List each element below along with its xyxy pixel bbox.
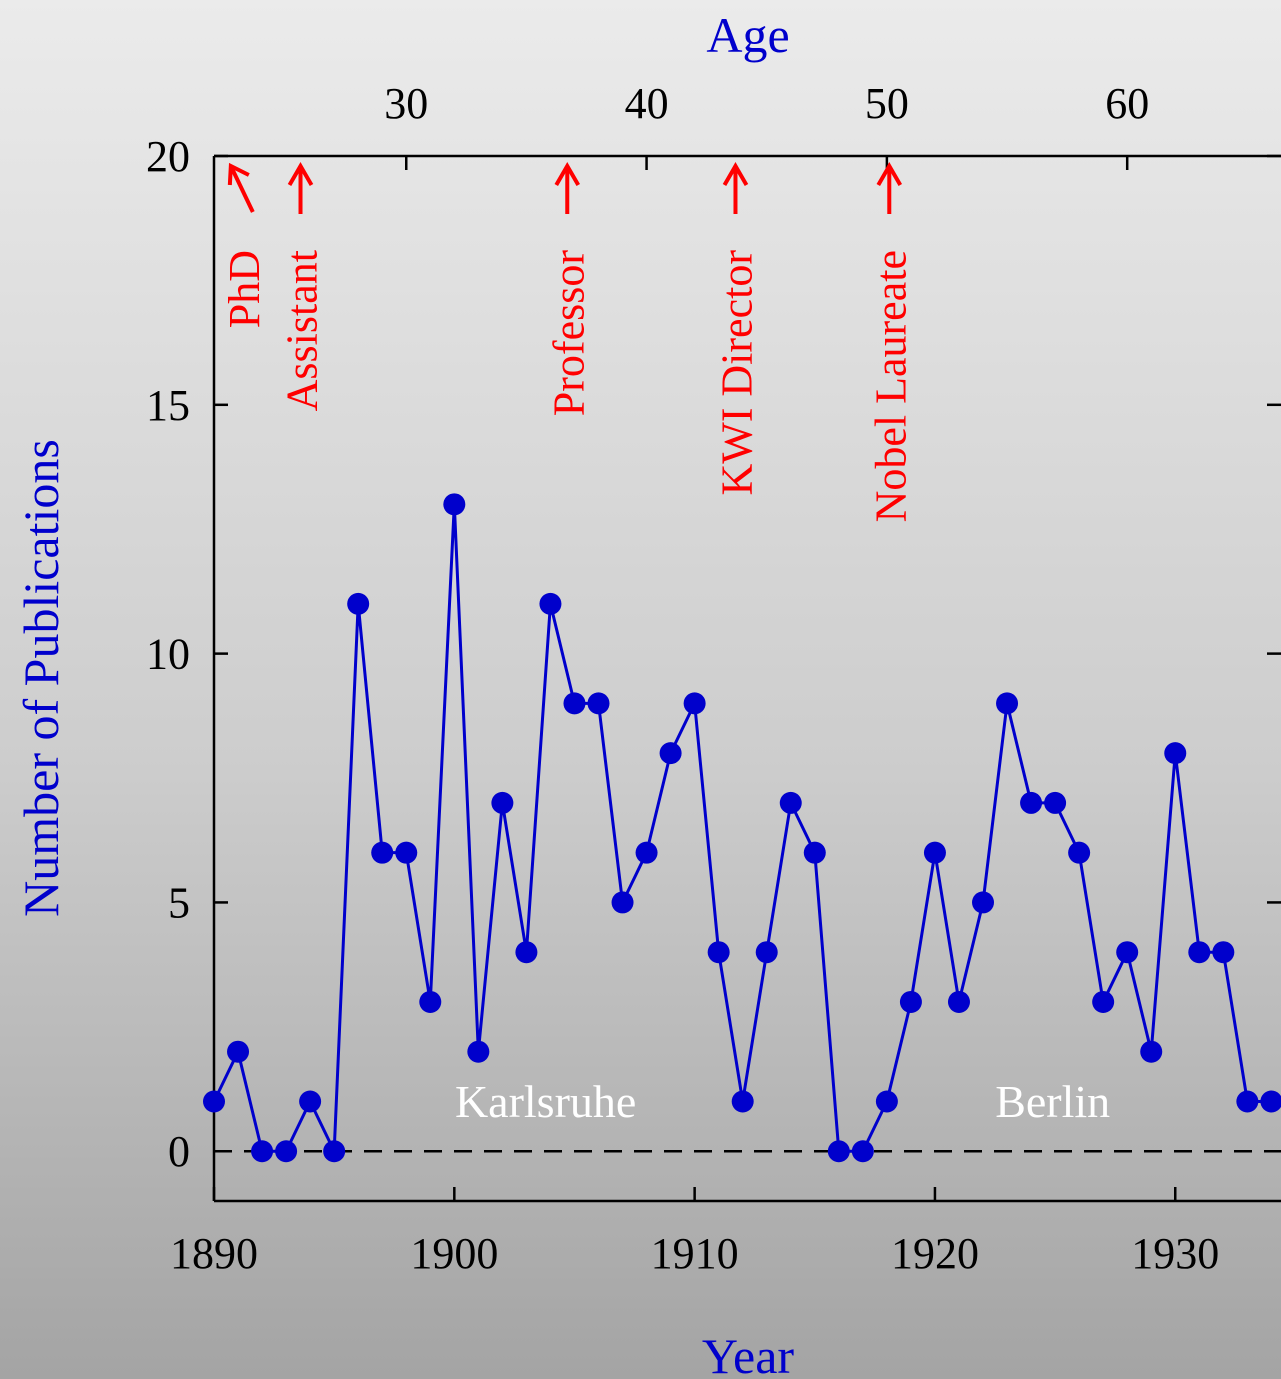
data-point — [827, 1140, 850, 1163]
data-point — [203, 1090, 225, 1113]
event-label: KWI Director — [712, 250, 761, 496]
x2-axis-title: Age — [706, 7, 789, 63]
data-point — [803, 841, 826, 864]
data-point — [611, 891, 634, 914]
x-tick-label: 1890 — [170, 1229, 258, 1278]
data-point — [1188, 941, 1211, 964]
data-point — [347, 592, 370, 615]
data-point — [515, 941, 538, 964]
data-point — [395, 841, 418, 864]
location-labels: Karlsruhe Berlin — [455, 1076, 1110, 1127]
data-point — [251, 1140, 274, 1163]
event-arrow-head — [554, 162, 580, 187]
event-label: Assistant — [278, 250, 327, 411]
axis-titles: Age Year Number of Publications — [13, 7, 794, 1379]
axis-ticks — [212, 154, 1281, 1201]
data-point — [1068, 841, 1091, 864]
data-point — [1116, 941, 1139, 964]
region-label: Karlsruhe — [455, 1076, 636, 1127]
data-point — [419, 990, 442, 1013]
x2-tick-label: 40 — [625, 79, 669, 128]
data-point — [779, 791, 802, 814]
data-point — [972, 891, 995, 914]
y-tick-label: 0 — [168, 1127, 190, 1176]
data-point — [1212, 941, 1235, 964]
event-arrow-head — [722, 162, 749, 187]
data-point — [923, 841, 946, 864]
event-label: PhD — [220, 250, 269, 328]
event-label: Nobel Laureate — [866, 250, 915, 522]
data-point — [755, 941, 778, 964]
data-point — [1092, 990, 1115, 1013]
data-point — [707, 941, 730, 964]
data-point — [299, 1090, 322, 1113]
x2-tick-label: 50 — [865, 79, 909, 128]
event-arrow-head — [287, 162, 314, 187]
data-point — [659, 742, 682, 765]
career-annotations: PhD Assistant Professor KWI Director Nobel L… — [220, 162, 915, 522]
phd-arrow-head — [227, 162, 250, 186]
data-point — [323, 1140, 346, 1163]
y-tick-label: 5 — [168, 878, 190, 927]
x-axis-title: Year — [702, 1328, 794, 1379]
x-tick-label: 1910 — [651, 1229, 739, 1278]
data-point — [443, 493, 466, 516]
data-point — [683, 692, 706, 715]
y-tick-label: 20 — [146, 132, 190, 181]
data-point — [1020, 791, 1043, 814]
tick-labels: 0 5 10 15 20 1890 1900 1910 1920 1930 30 40 50 60 — [146, 79, 1219, 1278]
data-point — [635, 841, 658, 864]
x-tick-label: 1930 — [1131, 1229, 1219, 1278]
plot-frame — [212, 154, 1281, 1203]
region-label: Berlin — [995, 1076, 1110, 1127]
data-point — [491, 791, 514, 814]
event-arrow-head — [876, 162, 903, 187]
data-point — [1140, 1040, 1163, 1063]
data-point — [1044, 791, 1067, 814]
x-tick-label: 1900 — [410, 1229, 498, 1278]
data-point — [1164, 742, 1187, 765]
data-point — [899, 990, 922, 1013]
x-tick-label: 1920 — [891, 1229, 979, 1278]
series-line — [212, 504, 1272, 1153]
x2-tick-label: 60 — [1105, 79, 1149, 128]
data-point — [371, 841, 394, 864]
data-point — [1260, 1090, 1281, 1113]
data-point — [587, 692, 610, 715]
phd-arrow — [229, 165, 255, 213]
data-point — [539, 592, 562, 615]
data-point — [227, 1040, 250, 1063]
data-point — [731, 1090, 754, 1113]
event-label: Professor — [544, 250, 593, 417]
publications-series — [203, 493, 1281, 1163]
data-point — [467, 1040, 490, 1063]
data-point — [275, 1140, 298, 1163]
data-point — [996, 692, 1019, 715]
data-point — [563, 692, 586, 715]
y-axis-title: Number of Publications — [13, 439, 69, 917]
x2-tick-label: 30 — [384, 79, 428, 128]
y-tick-label: 15 — [146, 381, 190, 430]
data-point — [851, 1140, 874, 1163]
data-point — [875, 1090, 898, 1113]
data-point — [1236, 1090, 1259, 1113]
data-point — [947, 990, 970, 1013]
y-tick-label: 10 — [146, 630, 190, 679]
